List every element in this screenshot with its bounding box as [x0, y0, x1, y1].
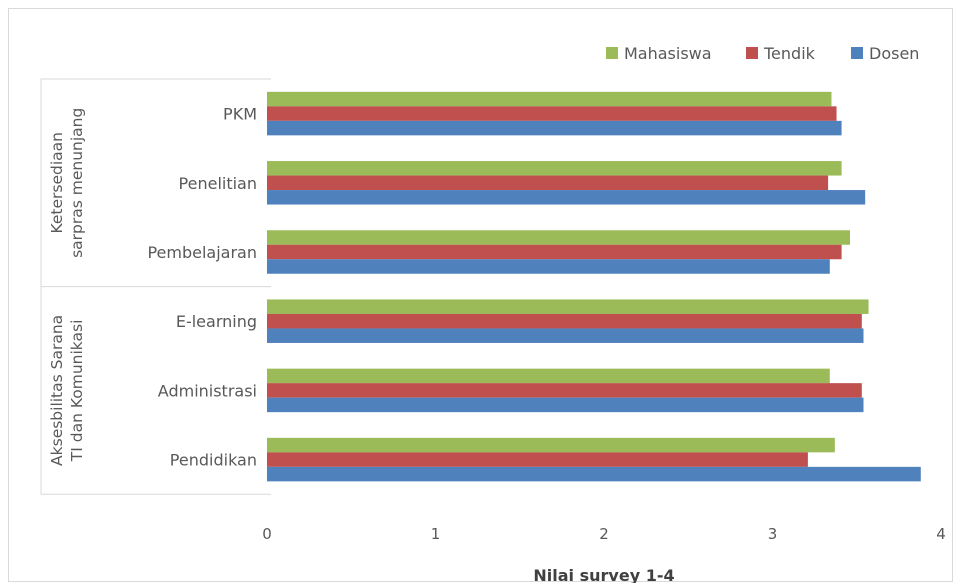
bar-dosen-pendidikan — [267, 467, 921, 482]
x-tick-label: 1 — [431, 525, 441, 543]
bar-tendik-pembelajaran — [267, 245, 842, 260]
group-label-frame: Ketersediaan sarpras menunjang Aksesbilita… — [41, 79, 271, 494]
bar-mahasiswa-pembelajaran — [267, 230, 850, 245]
legend-label-dosen: Dosen — [869, 44, 919, 63]
bar-mahasiswa-pkm — [267, 92, 831, 107]
x-tick-label: 2 — [599, 525, 609, 543]
bar-mahasiswa-e-learning — [267, 299, 869, 314]
bar-dosen-e-learning — [267, 328, 863, 343]
bar-tendik-pendidikan — [267, 452, 808, 467]
x-axis-title: Nilai survey 1-4 — [533, 566, 674, 583]
bar-tendik-penelitian — [267, 176, 828, 191]
bar-tendik-administrasi — [267, 383, 862, 398]
group-label: Ketersediaan — [48, 132, 66, 234]
bar-chart: Mahasiswa Tendik Dosen Ketersediaan sarpras… — [9, 9, 954, 583]
x-tick-label: 4 — [936, 525, 946, 543]
category-label: E-learning — [176, 312, 257, 331]
legend-label-mahasiswa: Mahasiswa — [624, 44, 712, 63]
bar-mahasiswa-penelitian — [267, 161, 842, 176]
category-label: Pembelajaran — [147, 243, 257, 262]
group-label: TI dan Komunikasi — [68, 320, 86, 463]
bar-mahasiswa-pendidikan — [267, 438, 835, 453]
category-label: Pendidikan — [170, 451, 257, 470]
bar-dosen-penelitian — [267, 190, 865, 205]
legend-swatch-mahasiswa — [606, 47, 618, 59]
x-tick-label: 0 — [262, 525, 272, 543]
legend: Mahasiswa Tendik Dosen — [606, 44, 919, 63]
bar-dosen-administrasi — [267, 398, 863, 413]
category-label: Administrasi — [158, 381, 257, 400]
x-tick-label: 3 — [768, 525, 778, 543]
category-label: PKM — [223, 105, 257, 124]
bar-dosen-pembelajaran — [267, 259, 830, 274]
x-axis: 0 1 2 3 4 Nilai survey 1-4 — [262, 525, 946, 583]
legend-swatch-tendik — [746, 47, 758, 59]
bar-tendik-e-learning — [267, 314, 862, 329]
category-label: Penelitian — [179, 174, 257, 193]
bar-mahasiswa-administrasi — [267, 369, 830, 384]
legend-swatch-dosen — [851, 47, 863, 59]
bar-dosen-pkm — [267, 121, 842, 136]
group-label: sarpras menunjang — [68, 108, 86, 258]
group-label: Aksesbilitas Sarana — [48, 315, 66, 466]
legend-label-tendik: Tendik — [763, 44, 816, 63]
bars — [267, 92, 921, 482]
chart-frame: Mahasiswa Tendik Dosen Ketersediaan sarpras… — [8, 8, 953, 582]
bar-tendik-pkm — [267, 106, 837, 121]
